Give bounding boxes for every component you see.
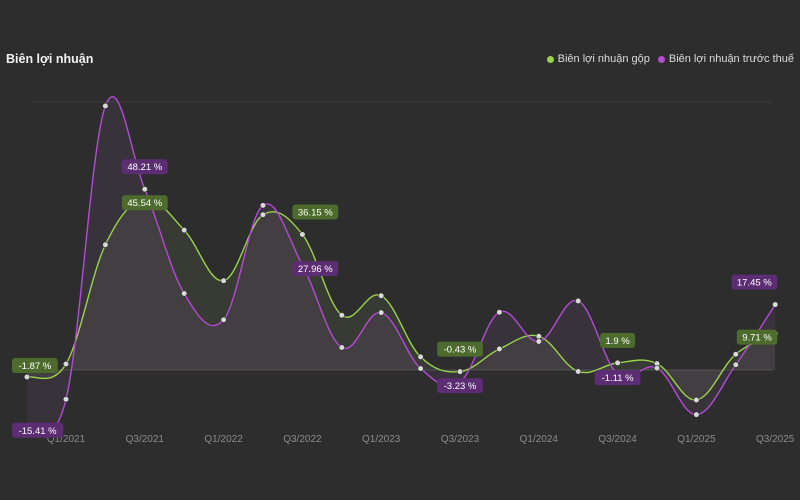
data-point-pretax — [693, 411, 700, 418]
x-tick-label: Q1/2021 — [47, 434, 86, 445]
data-label-bg — [292, 204, 339, 220]
x-tick-label: Q3/2021 — [126, 434, 165, 445]
data-label-text: 48.21 % — [127, 162, 162, 173]
data-label: 17.45 % — [731, 274, 778, 290]
data-point-pretax — [772, 301, 779, 308]
data-point-gross — [62, 360, 70, 368]
data-point-gross — [535, 333, 542, 340]
x-tick-label: Q3/2025 — [756, 434, 795, 445]
data-point-gross — [496, 345, 503, 353]
data-label-text: 9.71 % — [742, 333, 772, 344]
legend-item-pretax[interactable]: Biên lợi nhuận trước thuế — [657, 53, 794, 65]
data-point-pretax — [378, 309, 385, 316]
data-label-text: 36.15 % — [298, 207, 333, 218]
x-tick-label: Q1/2025 — [677, 434, 716, 445]
data-label-bg — [600, 332, 636, 348]
data-point-pretax — [259, 202, 267, 209]
data-label-text: 1.9 % — [605, 336, 630, 347]
data-point-gross — [181, 227, 188, 234]
data-point-gross — [220, 277, 227, 284]
data-label-bg — [121, 159, 168, 175]
chart-legend: Biên lợi nhuận gộp Biên lợi nhuận trước … — [546, 53, 794, 65]
chart-title: Biên lợi nhuận — [6, 52, 94, 66]
data-label-bg — [731, 274, 778, 290]
data-point-gross — [417, 353, 424, 360]
data-point-pretax — [535, 338, 542, 345]
x-tick-label: Q1/2022 — [204, 434, 243, 445]
data-label-bg — [12, 358, 58, 374]
data-point-gross — [23, 373, 31, 381]
data-point-pretax — [181, 290, 188, 297]
data-label-text: -15.41 % — [19, 426, 58, 437]
x-tick-label: Q3/2023 — [441, 434, 480, 445]
data-label-bg — [437, 341, 483, 357]
data-point-gross — [378, 292, 385, 299]
data-point-gross — [575, 368, 582, 375]
data-point-gross — [102, 241, 109, 248]
x-tick-label: Q1/2023 — [362, 434, 401, 445]
data-point-gross — [693, 396, 700, 404]
area-gross — [27, 198, 776, 401]
x-tick-label: Q3/2022 — [283, 434, 322, 445]
area-pretax — [27, 96, 776, 434]
data-label: 27.96 % — [292, 261, 339, 277]
legend-label-pretax: Biên lợi nhuận trước thuế — [668, 53, 794, 65]
data-point-pretax — [102, 102, 109, 110]
legend-dot-pretax — [657, 55, 665, 63]
data-label: -1.11 % — [594, 370, 641, 386]
x-tick-label: Q1/2024 — [520, 434, 559, 445]
data-point-gross — [338, 312, 345, 319]
data-label: 36.15 % — [292, 204, 339, 220]
data-label-bg — [437, 378, 483, 394]
data-label: -0.43 % — [437, 341, 483, 357]
data-label-bg — [12, 422, 64, 438]
data-point-pretax — [220, 316, 227, 323]
legend-dot-gross — [546, 55, 554, 63]
data-label-text: 45.54 % — [127, 198, 162, 209]
data-point-pretax — [338, 344, 345, 351]
data-point-gross — [456, 368, 464, 375]
data-label-text: 27.96 % — [298, 264, 333, 275]
data-point-pretax — [653, 365, 661, 372]
data-label: -1.87 % — [12, 358, 58, 374]
data-label-text: 17.45 % — [737, 278, 772, 289]
data-point-pretax — [417, 365, 424, 372]
data-label: -3.23 % — [437, 378, 483, 394]
data-point-pretax — [141, 186, 148, 193]
data-label-bg — [121, 195, 168, 211]
data-label: 1.9 % — [600, 332, 636, 348]
data-label: -15.41 % — [12, 422, 64, 438]
data-point-pretax — [732, 361, 739, 368]
data-label-text: -3.23 % — [444, 381, 477, 392]
data-label-text: -1.87 % — [19, 361, 52, 372]
data-point-gross — [299, 231, 306, 238]
data-point-gross — [259, 211, 267, 218]
data-point-pretax — [496, 309, 503, 316]
data-point-gross — [614, 359, 621, 366]
data-label-text: -1.11 % — [602, 373, 635, 384]
x-tick-label: Q3/2024 — [598, 434, 637, 445]
data-point-gross — [732, 351, 739, 358]
data-point-pretax — [575, 297, 582, 305]
data-label-text: -0.43 % — [444, 345, 477, 356]
data-label: 9.71 % — [736, 329, 778, 345]
data-label: 45.54 % — [121, 195, 168, 211]
data-label-bg — [736, 329, 778, 345]
data-label-bg — [292, 261, 339, 277]
legend-item-gross[interactable]: Biên lợi nhuận gộp — [546, 53, 650, 65]
data-point-pretax — [62, 396, 70, 403]
data-label: 48.21 % — [121, 159, 168, 175]
legend-label-gross: Biên lợi nhuận gộp — [557, 53, 650, 65]
data-label-bg — [594, 370, 641, 386]
